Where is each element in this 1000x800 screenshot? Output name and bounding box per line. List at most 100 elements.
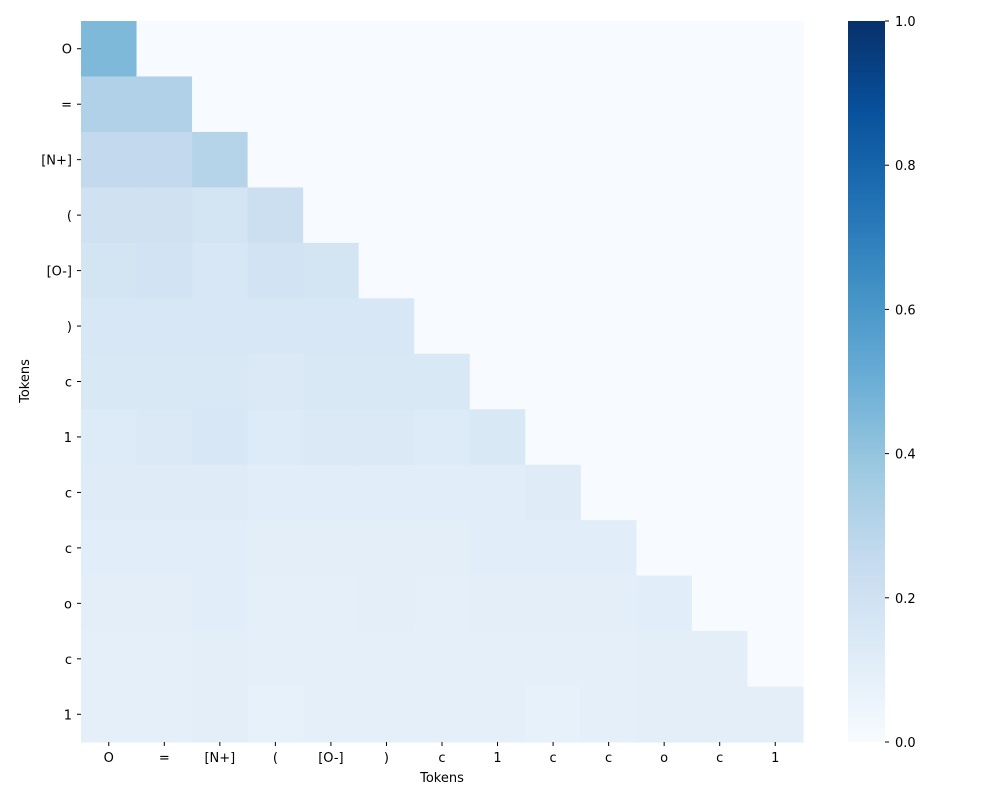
heatmap-cell (247, 631, 304, 688)
heatmap-cell (414, 298, 471, 355)
x-tick-label: = (159, 751, 170, 766)
heatmap-cell (414, 575, 471, 632)
colorbar-tick-label: 0.2 (895, 592, 916, 607)
heatmap-cell (247, 686, 304, 743)
heatmap-cell (303, 76, 360, 133)
heatmap-cell (136, 131, 193, 188)
heatmap-cell (192, 187, 249, 244)
colorbar-tick-label: 0.8 (895, 159, 916, 174)
heatmap-cell (747, 575, 804, 632)
heatmap-cell (81, 631, 138, 688)
heatmap-cell (136, 21, 193, 78)
heatmap-cell (192, 298, 249, 355)
heatmap-cell (358, 464, 415, 521)
heatmap-cell (136, 242, 193, 299)
heatmap-cell (469, 353, 526, 410)
heatmap-cell (247, 464, 304, 521)
heatmap-cell (525, 76, 582, 133)
heatmap-cell (414, 464, 471, 521)
heatmap-cell (247, 298, 304, 355)
heatmap-cell (247, 353, 304, 410)
heatmap-cell (303, 187, 360, 244)
heatmap-cell (358, 242, 415, 299)
heatmap-cell (136, 520, 193, 577)
heatmap-cell (636, 21, 693, 78)
heatmap-cell (636, 76, 693, 133)
heatmap-cell (303, 631, 360, 688)
heatmap-cell (414, 686, 471, 743)
heatmap-cell (469, 187, 526, 244)
heatmap-cell (525, 686, 582, 743)
heatmap-cell (525, 187, 582, 244)
heatmap-cell (414, 409, 471, 466)
heatmap-cell (136, 575, 193, 632)
heatmap-cell (358, 409, 415, 466)
x-tick-label: [O-] (318, 751, 343, 766)
x-tick-label: o (660, 751, 668, 766)
heatmap-cell (747, 131, 804, 188)
heatmap-cell (525, 631, 582, 688)
heatmap-cell (81, 353, 138, 410)
heatmap-cell (747, 686, 804, 743)
heatmap-cell (303, 21, 360, 78)
heatmap-cell (303, 298, 360, 355)
heatmap-cell (303, 242, 360, 299)
heatmap-cell (192, 409, 249, 466)
heatmap-cell (691, 76, 749, 133)
heatmap-cell (136, 464, 193, 521)
heatmap-cell (691, 242, 749, 299)
heatmap-cell (636, 575, 693, 632)
y-tick-label: c (65, 376, 72, 391)
heatmap-cell (81, 464, 138, 521)
heatmap-cell (580, 131, 637, 188)
x-tick-label: c (605, 751, 612, 766)
heatmap-cell (525, 21, 582, 78)
heatmap-cell (81, 298, 138, 355)
heatmap-cell (358, 21, 415, 78)
heatmap-cell (747, 187, 804, 244)
heatmap-cell (580, 520, 637, 577)
heatmap-cell (414, 631, 471, 688)
heatmap-cell (525, 520, 582, 577)
heatmap-cell (691, 187, 749, 244)
heatmap-cell (136, 353, 193, 410)
y-tick-label: c (65, 653, 72, 668)
heatmap-cell (358, 131, 415, 188)
heatmap-cell (691, 353, 749, 410)
heatmap-cell (414, 21, 471, 78)
heatmap-cell (81, 21, 138, 78)
heatmap-cell (580, 298, 637, 355)
heatmap-cell (747, 631, 804, 688)
heatmap-cell (81, 520, 138, 577)
heatmap-cell (136, 187, 193, 244)
x-axis-label: Tokens (419, 771, 464, 786)
x-axis-ticks: O = [N+] ([O-]) c 1 c c o c 1 (104, 742, 779, 766)
x-tick-label: 1 (771, 751, 779, 766)
heatmap-cell (525, 575, 582, 632)
heatmap-cell (691, 520, 749, 577)
heatmap-cell (636, 631, 693, 688)
heatmap-cell (81, 686, 138, 743)
y-tick-label: c (65, 486, 72, 501)
y-tick-label: o (64, 597, 72, 612)
heatmap-cell (691, 298, 749, 355)
heatmap-cell (81, 575, 138, 632)
heatmap-cell (636, 187, 693, 244)
heatmap-cell (525, 242, 582, 299)
colorbar-tick-label: 0.6 (895, 303, 916, 318)
heatmap-cell (580, 353, 637, 410)
heatmap-cell (358, 520, 415, 577)
heatmap-cell (747, 520, 804, 577)
heatmap-cell (636, 242, 693, 299)
heatmap-cell (414, 242, 471, 299)
heatmap-cell (469, 520, 526, 577)
heatmap-cell (303, 409, 360, 466)
heatmap-cell (81, 131, 138, 188)
heatmap-cell (469, 464, 526, 521)
heatmap-cell (303, 131, 360, 188)
heatmap-cell (358, 631, 415, 688)
heatmap-cell (303, 686, 360, 743)
heatmap-cell (691, 575, 749, 632)
heatmap-cell (747, 76, 804, 133)
